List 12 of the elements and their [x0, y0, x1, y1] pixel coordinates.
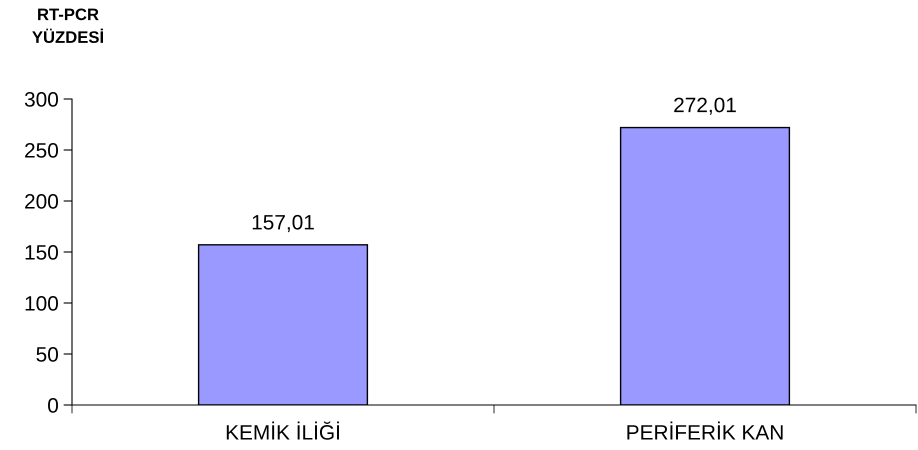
y-tick-label: 200 — [25, 194, 58, 209]
y-axis-title: RT-PCR YÜZDESİ — [32, 8, 103, 44]
y-tick-label: 100 — [26, 296, 58, 311]
y-tick-label: 50 — [36, 347, 58, 362]
y-tick-label: 300 — [24, 92, 58, 107]
data-label: 272,01 — [674, 98, 736, 115]
x-tick-label: PERİFERİK KAN — [627, 422, 783, 440]
y-tick-label: 0 — [48, 398, 58, 413]
data-label: 157,01 — [252, 214, 314, 232]
y-tick-label: 250 — [25, 143, 58, 158]
y-tick-label: 150 — [26, 245, 58, 260]
x-tick-label: KEMİK İLİĞİ — [226, 421, 339, 440]
